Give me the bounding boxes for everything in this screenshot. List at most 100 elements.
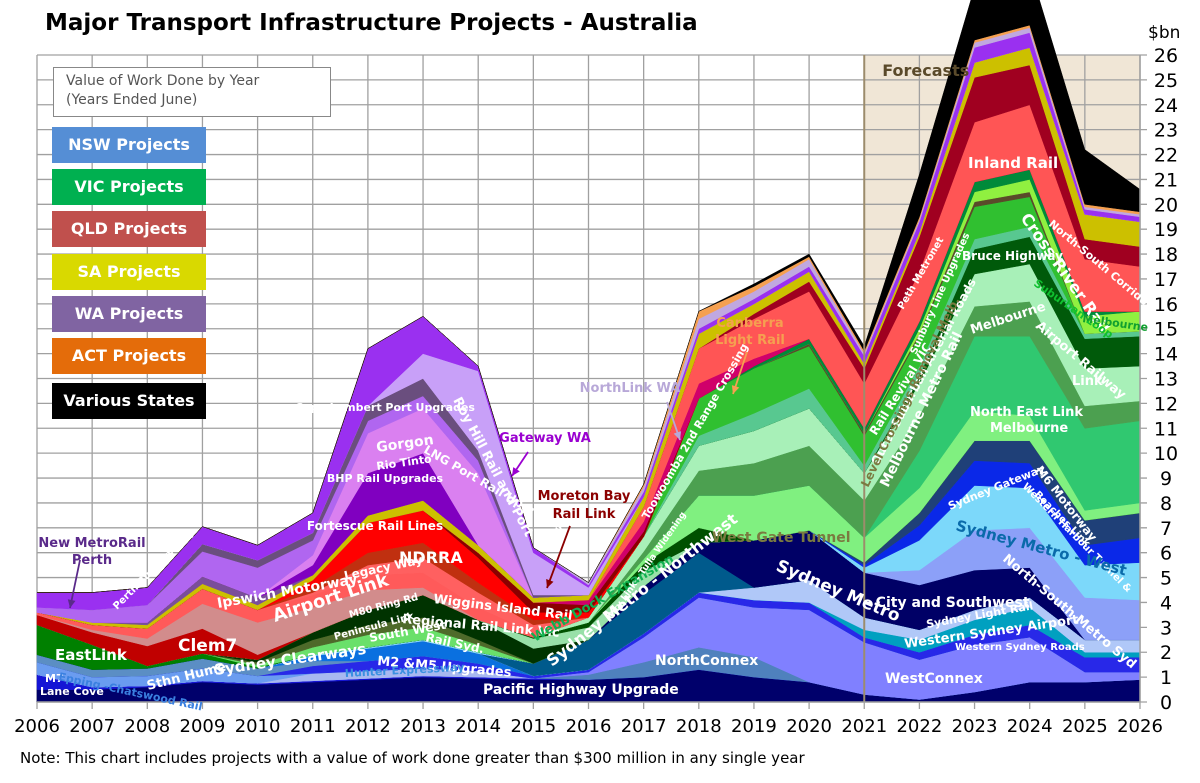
x-tick-label: 2012 <box>345 716 391 737</box>
annotation-label: Canberra <box>716 316 783 331</box>
area-label: Hunter Expressway <box>344 661 464 680</box>
legend-item: NSW Projects <box>52 127 206 163</box>
x-tick-label: 2021 <box>841 716 887 737</box>
y-tick-label: 24 <box>1154 95 1178 117</box>
y-tick-label: 18 <box>1154 244 1178 266</box>
x-tick-label: 2006 <box>14 716 60 737</box>
arrowhead-icon <box>67 599 76 608</box>
y-tick-label: 3 <box>1160 617 1172 639</box>
y-tick-label: 13 <box>1154 369 1178 391</box>
x-tick-label: 2020 <box>786 716 832 737</box>
x-axis: 2006 2007 2008 2009 2010 2011 2012 2013 2014 2015… <box>14 701 1163 737</box>
x-tick-label: 2015 <box>510 716 556 737</box>
x-tick-label: 2017 <box>621 716 667 737</box>
legend-item: ACT Projects <box>52 338 206 374</box>
arrowhead-icon <box>546 579 554 588</box>
area-label: EastLink <box>55 646 128 664</box>
x-tick-label: 2024 <box>1007 716 1053 737</box>
area-label: NorthConnex <box>655 653 758 669</box>
area-label: Clem7 <box>178 636 237 656</box>
y-tick-label: 8 <box>1160 493 1172 515</box>
area-label: Gorgon <box>375 432 434 456</box>
area-label: - City and Southwest <box>865 595 1030 611</box>
y-tick-label: 9 <box>1160 468 1172 490</box>
y-axis: 0123456789101112131415161718192021222324… <box>1139 45 1178 714</box>
y-tick-label: 2 <box>1160 642 1172 664</box>
y-tick-label: 4 <box>1160 592 1172 614</box>
area-label: NDRRA <box>399 548 463 567</box>
x-tick-label: 2026 <box>1117 716 1163 737</box>
area-label: Pacific Highway Upgrade <box>483 682 679 698</box>
y-tick-label: 11 <box>1154 418 1178 440</box>
y-tick-label: 7 <box>1160 518 1172 540</box>
annotation-label: Gateway WA <box>499 431 591 446</box>
legend-item: SA Projects <box>52 253 206 290</box>
y-tick-label: 22 <box>1154 145 1178 167</box>
x-tick-label: 2010 <box>235 716 281 737</box>
x-tick-label: 2023 <box>952 716 998 737</box>
annotation-label: NorthLink WA <box>580 381 681 396</box>
annotation-label: Moreton Bay <box>538 489 631 504</box>
x-tick-label: 2019 <box>731 716 777 737</box>
area-label: Fortescue Rail Lines <box>307 519 443 533</box>
arrowhead-icon <box>731 385 740 394</box>
area-label: Western Sydney Roads <box>955 642 1085 653</box>
y-axis-label: $bn <box>1148 23 1180 43</box>
annotation-label: Rail Link <box>553 507 616 522</box>
y-tick-label: 21 <box>1154 169 1178 191</box>
legend-item: QLD Projects <box>52 211 206 248</box>
area-label: Bruce Highway <box>962 249 1063 263</box>
y-tick-label: 17 <box>1154 269 1178 291</box>
footnote: Note: This chart includes projects with … <box>20 749 805 767</box>
x-tick-label: 2014 <box>455 716 501 737</box>
y-tick-label: 19 <box>1154 219 1178 241</box>
y-tick-label: 10 <box>1154 443 1178 465</box>
area-label: WestConnex <box>885 671 983 687</box>
area-label: Melbourne <box>990 421 1068 436</box>
area-label: Link <box>1072 374 1103 389</box>
subtitle-line-2: (Years Ended June) <box>66 92 198 108</box>
area-label: Lane Cove <box>40 685 104 698</box>
annotations: New MetroRail Perth Gateway WA Moreton Bay R… <box>38 316 785 609</box>
annotation-label: New MetroRail <box>38 536 145 551</box>
y-tick-label: 6 <box>1160 543 1172 565</box>
chart-title: Major Transport Infrastructure Projects … <box>45 10 698 36</box>
area-label: North East Link <box>970 405 1083 420</box>
annotation-label: Light Rail <box>715 333 785 348</box>
legend-item: Various States <box>52 383 206 420</box>
arrowhead-icon <box>673 431 682 440</box>
y-tick-label: 23 <box>1154 120 1178 142</box>
y-tick-label: 12 <box>1154 393 1178 415</box>
y-tick-label: 15 <box>1154 319 1178 341</box>
subtitle-line-1: Value of Work Done by Year <box>66 73 260 89</box>
x-tick-label: 2018 <box>676 716 722 737</box>
annotation-arrow <box>546 525 571 589</box>
annotation-arrow <box>69 559 81 609</box>
subtitle-box: Value of Work Done by Year (Years Ended … <box>53 67 331 117</box>
x-tick-label: 2016 <box>566 716 612 737</box>
y-tick-label: 14 <box>1154 344 1178 366</box>
x-tick-label: 2025 <box>1062 716 1108 737</box>
forecast-label: Forecasts <box>882 61 969 80</box>
area-label: M7 <box>45 672 64 685</box>
y-tick-label: 1 <box>1160 667 1172 689</box>
x-tick-label: 2013 <box>400 716 446 737</box>
area-label: Cape Lambert Port Upgrades <box>295 401 475 414</box>
area-label: BHP Rail Upgrades <box>327 472 444 485</box>
annotation-label: Perth <box>72 553 112 568</box>
arrowhead-icon <box>512 467 520 476</box>
y-tick-label: 26 <box>1154 45 1178 67</box>
x-tick-label: 2008 <box>124 716 170 737</box>
y-tick-label: 25 <box>1154 70 1178 92</box>
y-tick-label: 0 <box>1160 692 1172 714</box>
legend-item: VIC Projects <box>52 169 206 206</box>
y-tick-label: 16 <box>1154 294 1178 316</box>
x-tick-label: 2022 <box>896 716 942 737</box>
area-label: West Gate Tunnel <box>712 530 851 546</box>
x-tick-label: 2011 <box>290 716 336 737</box>
y-tick-label: 5 <box>1160 568 1172 590</box>
y-tick-label: 20 <box>1154 194 1178 216</box>
x-tick-label: 2007 <box>69 716 115 737</box>
area-label: Inland Rail <box>968 154 1058 172</box>
